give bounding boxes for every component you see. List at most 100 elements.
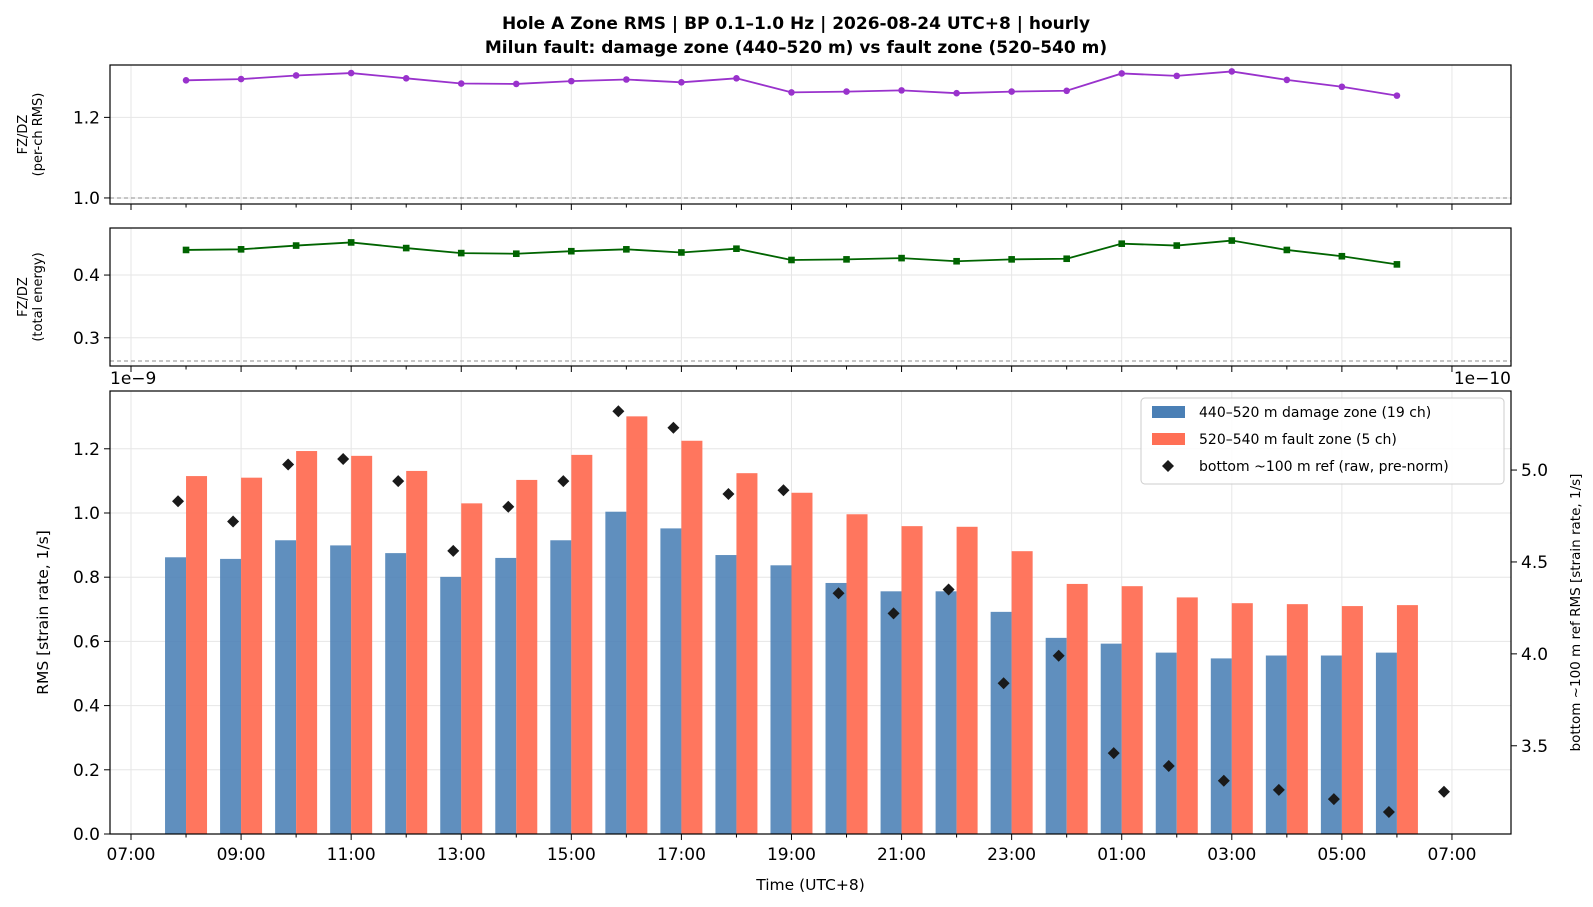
ratio-point — [1008, 256, 1015, 263]
damage-zone-bar — [605, 511, 627, 834]
y2-tick-label: 4.5 — [1521, 553, 1548, 573]
fault-zone-bar — [1231, 603, 1253, 834]
y-tick-label: 1.2 — [73, 108, 100, 128]
x-tick-label: 09:00 — [217, 845, 266, 865]
fault-zone-bar — [956, 526, 978, 834]
damage-zone-bar — [385, 553, 407, 834]
y2-tick-label: 5.0 — [1521, 461, 1548, 481]
axes-frame — [109, 227, 1512, 367]
damage-zone-bar — [715, 555, 737, 834]
damage-zone-bar — [880, 591, 902, 834]
reference-rms-point — [1272, 783, 1285, 796]
damage-zone-bar — [770, 565, 792, 834]
ratio-point — [347, 69, 355, 77]
y-axis-label: (total energy) — [31, 252, 46, 341]
damage-zone-bar — [330, 545, 352, 834]
fz-dz-per-channel-rms-panel: 1.0 1.2 FZ/DZ (per-ch RMS) — [16, 64, 1512, 210]
reference-rms-point — [1162, 759, 1175, 772]
fault-zone-bar — [846, 514, 868, 834]
fault-zone-bar — [736, 473, 758, 834]
x-tick-label: 05:00 — [1317, 845, 1366, 865]
ratio-point — [953, 89, 960, 97]
fault-zone-bar — [1286, 604, 1308, 834]
ratio-point — [402, 74, 410, 82]
x-tick-label: 01:00 — [1097, 845, 1146, 865]
ratio-point — [843, 256, 850, 263]
ratio-point — [1338, 252, 1346, 260]
ratio-point — [953, 257, 960, 265]
damage-zone-bar — [1320, 655, 1342, 834]
y-tick-label: 0.4 — [73, 697, 100, 717]
damage-zone-bar — [990, 611, 1012, 834]
ratio-point — [898, 87, 905, 94]
reference-rms-point — [502, 500, 515, 513]
reference-rms-point — [777, 484, 790, 497]
ratio-point — [1118, 240, 1126, 247]
ratio-point — [1173, 72, 1181, 80]
reference-rms-point — [557, 475, 570, 488]
ratio-point — [678, 79, 685, 86]
ratio-point — [1118, 70, 1126, 77]
ratio-point — [1008, 88, 1015, 95]
y-tick-label: 0.0 — [73, 825, 100, 845]
reference-rms-point — [997, 677, 1010, 690]
ratio-point — [292, 242, 300, 249]
reference-rms-point — [282, 458, 295, 471]
legend-marker-reference — [1162, 460, 1174, 472]
damage-zone-bar — [165, 557, 187, 834]
ratio-point — [1283, 76, 1291, 84]
damage-zone-bar — [1375, 652, 1397, 834]
ratio-point — [182, 246, 190, 254]
x-tick-label: 21:00 — [877, 845, 926, 865]
x-tick-label: 23:00 — [987, 845, 1036, 865]
y-tick-label: 1.0 — [73, 504, 100, 524]
fault-zone-bar — [516, 479, 538, 834]
damage-zone-bar — [220, 558, 242, 834]
ratio-point — [843, 88, 850, 95]
y-tick-label: 0.8 — [73, 568, 100, 588]
reference-rms-point — [447, 544, 460, 557]
damage-zone-bar — [1210, 658, 1232, 834]
damage-zone-bar — [935, 591, 957, 834]
damage-zone-bar — [550, 540, 572, 834]
reference-rms-point — [227, 515, 240, 528]
y-tick-label: 1.2 — [73, 440, 100, 460]
x-tick-label: 13:00 — [437, 845, 486, 865]
y-tick-label: 1.0 — [73, 189, 100, 209]
ratio-point — [512, 250, 520, 258]
ratio-point — [678, 249, 685, 256]
y-axis-label: (per-ch RMS) — [31, 93, 46, 177]
reference-rms-point — [1437, 785, 1450, 798]
damage-zone-bar — [660, 528, 682, 834]
y-axis-label: FZ/DZ — [16, 115, 31, 155]
reference-rms-point — [1382, 805, 1395, 818]
fault-zone-bar — [1176, 597, 1198, 834]
legend: 440–520 m damage zone (19 ch) 520–540 m f… — [1140, 397, 1505, 485]
ratio-point — [1228, 237, 1236, 244]
fault-zone-bar — [791, 492, 813, 834]
fault-zone-bar — [626, 416, 648, 834]
left-axis-offset-label: 1e−9 — [110, 369, 156, 389]
y-tick-label: 0.4 — [73, 266, 100, 286]
zone-rms-bar-panel: 0.0 0.2 0.4 0.6 0.8 1.0 1.2 3.5 4.0 4.5 5.0 07:00 09… — [34, 369, 1584, 894]
ratio-point — [733, 245, 740, 252]
reference-rms-point — [667, 421, 680, 434]
ratio-point — [788, 256, 795, 264]
x-tick-label: 19:00 — [767, 845, 816, 865]
damage-zone-bar — [275, 540, 297, 834]
ratio-point — [182, 77, 190, 84]
ratio-point — [1063, 255, 1070, 263]
reference-rms-point — [942, 583, 955, 596]
right-axis-offset-label: 1e−10 — [1454, 369, 1511, 389]
y2-tick-label: 4.0 — [1521, 645, 1548, 665]
ratio-point — [568, 77, 575, 85]
y-tick-label: 0.6 — [73, 632, 100, 652]
legend-swatch-damage-zone — [1152, 406, 1185, 418]
reference-rms-point — [172, 495, 185, 508]
reference-rms-point — [887, 607, 900, 620]
legend-label-damage-zone: 440–520 m damage zone (19 ch) — [1199, 405, 1431, 421]
y-tick-label: 0.2 — [73, 761, 100, 781]
ratio-point — [1228, 68, 1236, 75]
damage-zone-bar — [1265, 655, 1287, 834]
